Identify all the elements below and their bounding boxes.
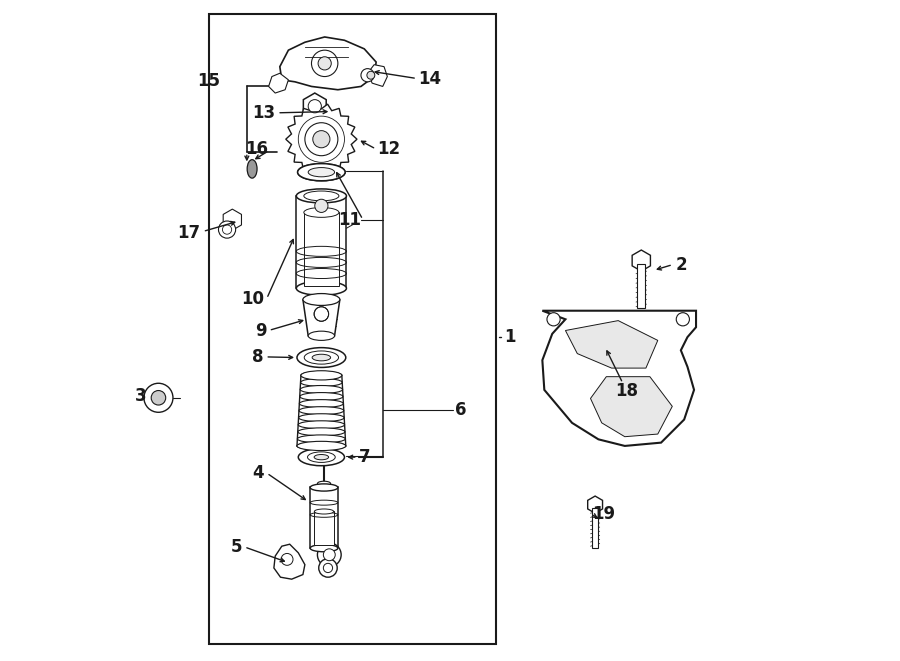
- Ellipse shape: [303, 293, 340, 305]
- Ellipse shape: [298, 164, 345, 180]
- Ellipse shape: [297, 435, 346, 443]
- Ellipse shape: [304, 208, 339, 217]
- Ellipse shape: [308, 168, 335, 176]
- Polygon shape: [565, 321, 658, 368]
- Circle shape: [319, 559, 338, 577]
- Text: 11: 11: [338, 211, 361, 229]
- Polygon shape: [543, 311, 696, 446]
- Polygon shape: [286, 104, 357, 175]
- Ellipse shape: [298, 428, 345, 436]
- Bar: [592, 508, 598, 548]
- Polygon shape: [280, 37, 376, 90]
- Text: 9: 9: [255, 321, 266, 340]
- Ellipse shape: [298, 421, 345, 429]
- Circle shape: [151, 391, 166, 405]
- Circle shape: [313, 131, 330, 148]
- Text: 7: 7: [359, 448, 371, 466]
- Ellipse shape: [248, 160, 257, 178]
- Circle shape: [281, 553, 293, 565]
- Ellipse shape: [300, 400, 344, 408]
- Text: 14: 14: [418, 69, 442, 87]
- Circle shape: [547, 313, 560, 326]
- Ellipse shape: [298, 164, 345, 180]
- Circle shape: [361, 69, 374, 82]
- Text: 1: 1: [504, 328, 516, 346]
- Ellipse shape: [310, 545, 338, 552]
- Circle shape: [676, 313, 689, 326]
- Circle shape: [323, 563, 333, 572]
- Ellipse shape: [298, 449, 345, 466]
- Polygon shape: [590, 377, 672, 437]
- Bar: [304, 212, 339, 286]
- Ellipse shape: [297, 348, 346, 368]
- Text: 2: 2: [676, 256, 688, 274]
- Ellipse shape: [301, 371, 342, 380]
- Text: 13: 13: [252, 104, 275, 122]
- Circle shape: [318, 543, 341, 566]
- Ellipse shape: [296, 189, 346, 203]
- Ellipse shape: [304, 191, 339, 201]
- Ellipse shape: [318, 481, 330, 486]
- Circle shape: [144, 383, 173, 412]
- Polygon shape: [274, 544, 305, 579]
- Text: 10: 10: [241, 290, 264, 308]
- Text: 6: 6: [455, 401, 467, 418]
- Ellipse shape: [304, 351, 338, 364]
- Bar: [209, 14, 496, 644]
- Ellipse shape: [301, 371, 342, 379]
- Text: 8: 8: [253, 348, 264, 366]
- Bar: [310, 487, 338, 548]
- Text: 4: 4: [252, 464, 264, 482]
- Ellipse shape: [314, 509, 334, 514]
- Ellipse shape: [297, 442, 346, 450]
- Circle shape: [314, 307, 328, 321]
- Polygon shape: [268, 73, 288, 93]
- Ellipse shape: [308, 452, 335, 463]
- Ellipse shape: [314, 455, 328, 460]
- Polygon shape: [367, 65, 387, 87]
- Text: 19: 19: [592, 505, 616, 523]
- Circle shape: [318, 57, 331, 70]
- Polygon shape: [303, 299, 340, 336]
- Circle shape: [219, 221, 236, 238]
- Circle shape: [308, 100, 321, 113]
- Circle shape: [323, 549, 335, 561]
- Ellipse shape: [312, 354, 330, 361]
- Text: 16: 16: [246, 140, 268, 158]
- Text: 18: 18: [616, 382, 638, 400]
- Ellipse shape: [300, 393, 343, 401]
- Ellipse shape: [300, 385, 343, 393]
- Text: 5: 5: [230, 538, 242, 556]
- Bar: [637, 264, 645, 308]
- Bar: [314, 512, 334, 545]
- Circle shape: [315, 199, 328, 212]
- Ellipse shape: [297, 442, 346, 451]
- Ellipse shape: [299, 407, 344, 414]
- Text: 12: 12: [377, 140, 400, 158]
- Circle shape: [305, 123, 338, 156]
- Circle shape: [367, 71, 374, 79]
- Circle shape: [311, 50, 338, 77]
- Ellipse shape: [296, 282, 346, 295]
- Ellipse shape: [308, 331, 335, 340]
- Text: 17: 17: [177, 224, 201, 242]
- Text: 3: 3: [135, 387, 147, 405]
- Polygon shape: [303, 93, 326, 120]
- Ellipse shape: [310, 484, 338, 491]
- Text: 15: 15: [197, 72, 220, 90]
- Ellipse shape: [299, 414, 344, 422]
- Bar: [296, 196, 346, 288]
- Ellipse shape: [301, 379, 342, 387]
- Circle shape: [222, 225, 231, 234]
